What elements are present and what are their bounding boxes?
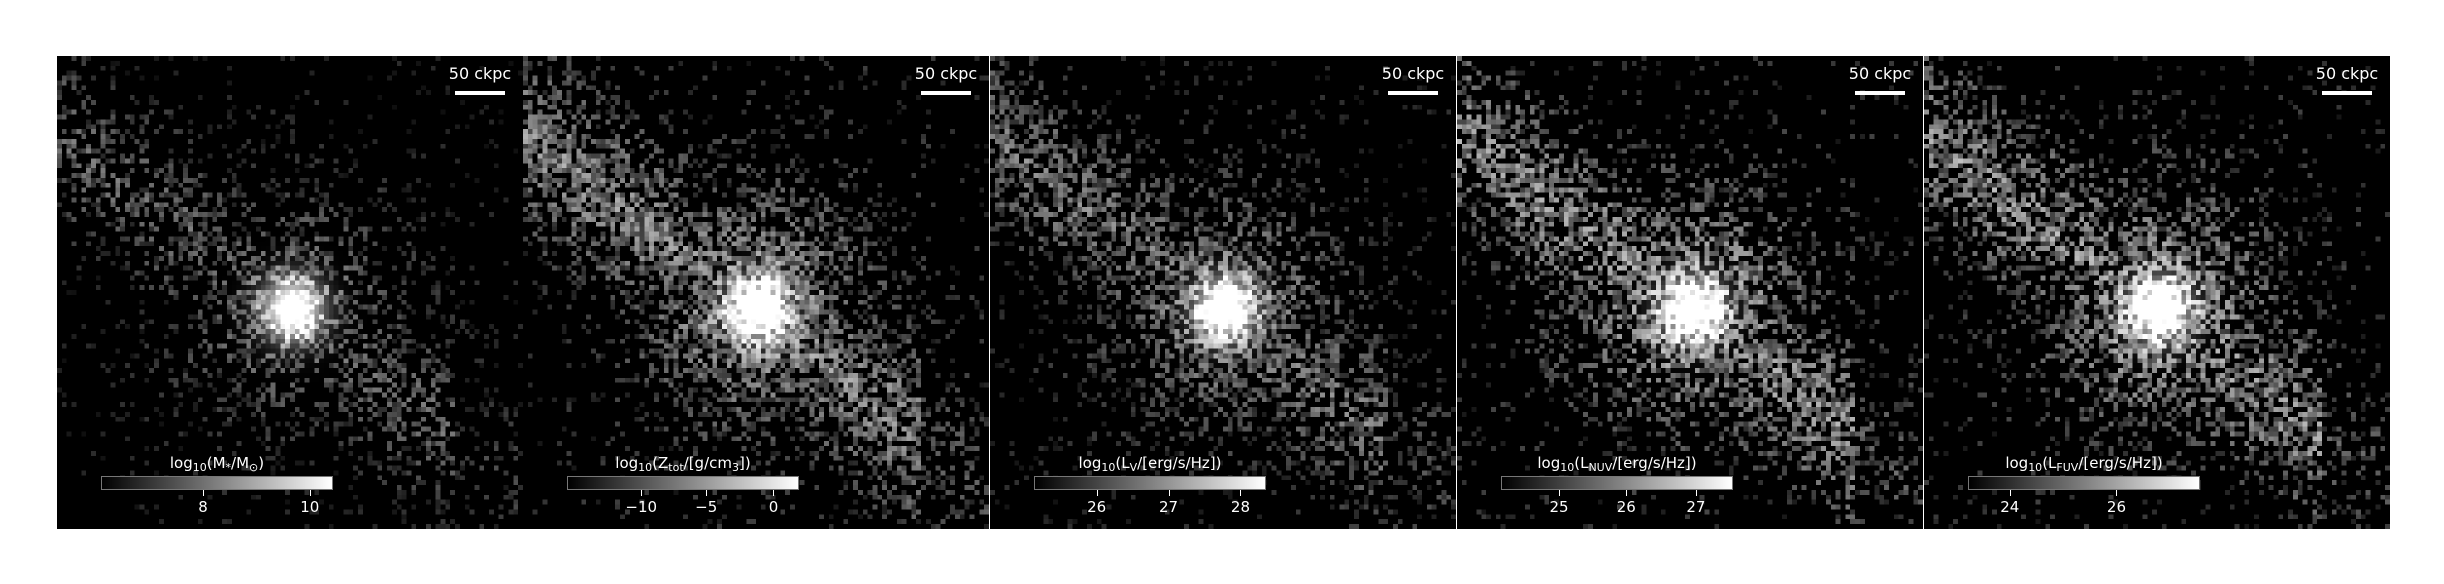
scalebar-line [1855,91,1905,95]
galaxy-map-image [57,56,523,529]
scalebar-label: 50 ckpc [2315,64,2379,83]
colorbar-tick [706,490,708,496]
scalebar-line [455,91,505,95]
scalebar-label: 50 ckpc [914,64,978,83]
colorbar-gradient [1034,476,1266,490]
colorbar-tick-label: 27 [1159,498,1179,516]
colorbar-tick [1626,490,1628,496]
colorbar-tick-label: 8 [198,498,208,516]
colorbar-tick [1168,490,1170,496]
colorbar-label: log10(LNUV/[erg/s/Hz]) [1537,454,1697,474]
galaxy-map-image [1924,56,2390,529]
scalebar-label: 50 ckpc [1381,64,1445,83]
scalebar-label: 50 ckpc [1848,64,1912,83]
scalebar-line [1388,91,1438,95]
colorbar-tick-label: 0 [768,498,779,516]
colorbar-tick [1695,490,1697,496]
colorbar-tick [1559,490,1560,496]
colorbar-tick [309,490,311,496]
galaxy-map-image [990,56,1456,529]
colorbar-gradient [567,476,799,490]
colorbar-tick-label: 26 [2106,498,2127,516]
galaxy-map-image [523,56,989,529]
map-panel-3: 50 ckpc log10(LV/[erg/s/Hz]) 26 27 28 [990,56,1456,529]
colorbar-label: log10(Ztot/[g/cm3]) [615,454,751,474]
colorbar-tick-label: 25 [1549,498,1569,516]
colorbar-gradient [1968,476,2200,490]
colorbar-label: log10(LFUV/[erg/s/Hz]) [2005,454,2163,474]
colorbar-tick-label: −5 [695,498,718,516]
scalebar-line [2322,91,2372,95]
colorbar-tick-label: 24 [2000,498,2020,516]
colorbar-tick [2009,490,2011,496]
galaxy-map-image [1457,56,1923,529]
colorbar-tick-label: 10 [300,498,320,516]
colorbar-gradient [101,476,333,490]
colorbar-tick-label: 27 [1686,498,1706,516]
colorbar-tick [773,490,775,496]
colorbar-gradient [1501,476,1733,490]
colorbar-tick [203,490,205,496]
colorbar-tick [1096,490,1098,496]
map-panel-2: 50 ckpc log10(Ztot/[g/cm3]) −10 −5 0 [523,56,989,529]
colorbar-label: log10(M*/M⊙) [169,454,265,474]
colorbar-tick-label: 28 [1230,498,1251,516]
scalebar-label: 50 ckpc [448,64,512,83]
colorbar-tick [1240,490,1242,496]
map-panel-1: 50 ckpc log10(M*/M⊙) 8 10 [57,56,523,529]
colorbar-tick [2116,490,2118,496]
scalebar-line [921,91,971,95]
map-panel-4: 50 ckpc log10(LNUV/[erg/s/Hz]) 25 26 27 [1457,56,1923,529]
colorbar-tick-label: 26 [1616,498,1636,516]
colorbar-tick [641,490,643,496]
colorbar-tick-label: −10 [625,498,658,516]
colorbar-label: log10(LV/[erg/s/Hz]) [1078,454,1222,474]
colorbar-tick-label: 26 [1087,498,1107,516]
map-panel-5: 50 ckpc log10(LFUV/[erg/s/Hz]) 24 26 [1924,56,2390,529]
